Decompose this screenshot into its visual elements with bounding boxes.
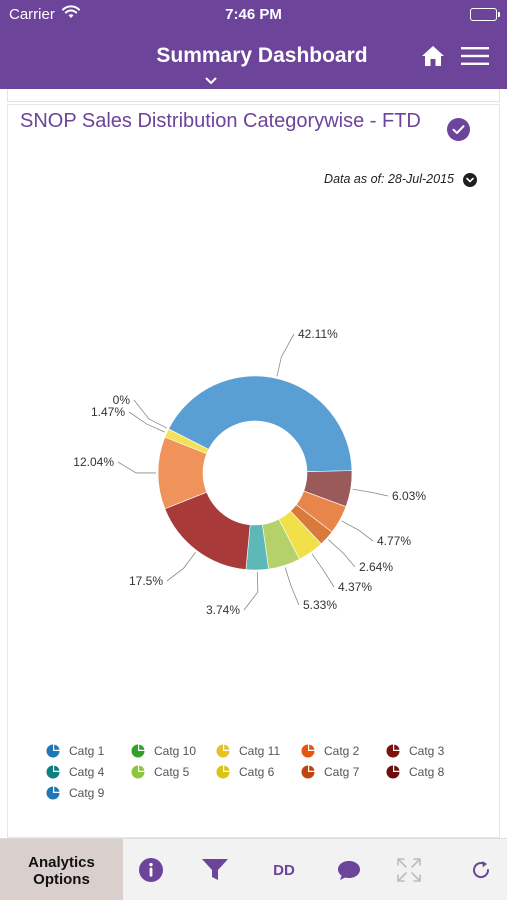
card-title: SNOP Sales Distribution Categorywise - F… <box>20 110 421 132</box>
check-icon[interactable] <box>447 118 470 141</box>
slice-label: 17.5% <box>129 574 163 588</box>
pie-legend-icon <box>46 786 60 800</box>
dd-button[interactable]: DD <box>273 861 295 879</box>
analytics-options-button[interactable]: Analytics Options <box>0 839 123 900</box>
legend-label: Catg 5 <box>154 765 190 779</box>
legend-label: Catg 7 <box>324 765 360 779</box>
slice-leader-line <box>328 539 356 568</box>
slice-leader-line <box>352 488 389 497</box>
legend-item[interactable]: Catg 5 <box>131 763 221 781</box>
navigation-bar: Carrier 7:46 PM Summary Dashboard <box>0 0 507 89</box>
legend-label: Catg 10 <box>154 744 197 758</box>
slice-leader-line <box>128 411 165 433</box>
pie-legend-icon <box>216 744 230 758</box>
slice-leader-line <box>341 520 374 542</box>
chart-card: SNOP Sales Distribution Categorywise - F… <box>7 104 500 838</box>
pie-legend-icon <box>386 765 400 779</box>
pie-legend-icon <box>131 765 145 779</box>
info-icon[interactable] <box>136 839 166 900</box>
legend-label: Catg 4 <box>69 765 105 779</box>
legend-label: Catg 9 <box>69 786 105 800</box>
legend-item[interactable]: Catg 9 <box>46 784 136 802</box>
legend-label: Catg 6 <box>239 765 275 779</box>
slice-label: 5.33% <box>303 598 337 612</box>
status-time: 7:46 PM <box>225 6 282 23</box>
legend-item[interactable]: Catg 3 <box>386 742 476 760</box>
slice-leader-line <box>133 399 167 429</box>
status-bar: Carrier 7:46 PM <box>0 0 507 30</box>
legend-item[interactable]: Catg 2 <box>301 742 391 760</box>
slice-leader-line <box>311 553 335 588</box>
slice-label: 42.11% <box>298 327 338 341</box>
bottom-toolbar: Analytics Options DD <box>0 838 507 900</box>
expand-icon[interactable] <box>394 839 424 900</box>
chat-icon[interactable] <box>334 839 364 900</box>
legend-label: Catg 11 <box>239 744 281 758</box>
pie-legend-icon <box>216 765 230 779</box>
pie-legend-icon <box>46 744 60 758</box>
previous-card-edge <box>7 89 500 102</box>
data-as-of-label: Data as of: 28-Jul-2015 <box>324 172 454 186</box>
legend-label: Catg 1 <box>69 744 105 758</box>
home-icon[interactable] <box>420 44 446 68</box>
slice-label: 12.04% <box>73 455 114 469</box>
menu-icon[interactable] <box>460 46 490 66</box>
legend-label: Catg 8 <box>409 765 445 779</box>
page-title: Summary Dashboard <box>156 44 368 67</box>
slice-label: 3.74% <box>206 603 240 617</box>
carrier-label: Carrier <box>9 6 55 23</box>
slice-label: 4.77% <box>377 534 411 548</box>
legend-item[interactable]: Catg 6 <box>216 763 306 781</box>
legend-item[interactable]: Catg 10 <box>131 742 221 760</box>
pie-legend-icon <box>46 765 60 779</box>
refresh-icon[interactable] <box>466 839 496 900</box>
slice-label: 6.03% <box>392 489 426 503</box>
legend-label: Catg 3 <box>409 744 445 758</box>
legend-item[interactable]: Catg 4 <box>46 763 136 781</box>
slice-label: 0% <box>113 393 131 407</box>
legend-item[interactable]: Catg 1 <box>46 742 136 760</box>
slice-leader-line <box>284 567 300 606</box>
chevron-down-icon[interactable] <box>463 173 477 187</box>
slice-label: 1.47% <box>91 405 125 419</box>
pie-legend-icon <box>301 765 315 779</box>
slice-leader-line <box>117 461 157 474</box>
slice-leader-line <box>243 571 259 611</box>
wifi-icon <box>62 5 80 23</box>
slice-leader-line <box>276 333 295 377</box>
legend-item[interactable]: Catg 11 <box>216 742 306 760</box>
pie-legend-icon <box>301 744 315 758</box>
donut-slice[interactable] <box>164 428 210 455</box>
filter-icon[interactable] <box>200 839 230 900</box>
legend-label: Catg 2 <box>324 744 360 758</box>
pie-legend-icon <box>386 744 400 758</box>
slice-leader-line <box>166 551 196 582</box>
donut-chart: 42.11% 6.03% 4.77% 2.64% 4.37%5.33% 3.74% 17.5… <box>73 327 426 617</box>
slice-label: 4.37% <box>338 580 372 594</box>
battery-icon <box>470 8 500 21</box>
legend-item[interactable]: Catg 8 <box>386 763 476 781</box>
pie-legend-icon <box>131 744 145 758</box>
donut-slice[interactable] <box>168 375 353 473</box>
legend-item[interactable]: Catg 7 <box>301 763 391 781</box>
slice-label: 2.64% <box>359 560 393 574</box>
chevron-down-icon[interactable] <box>205 72 217 90</box>
